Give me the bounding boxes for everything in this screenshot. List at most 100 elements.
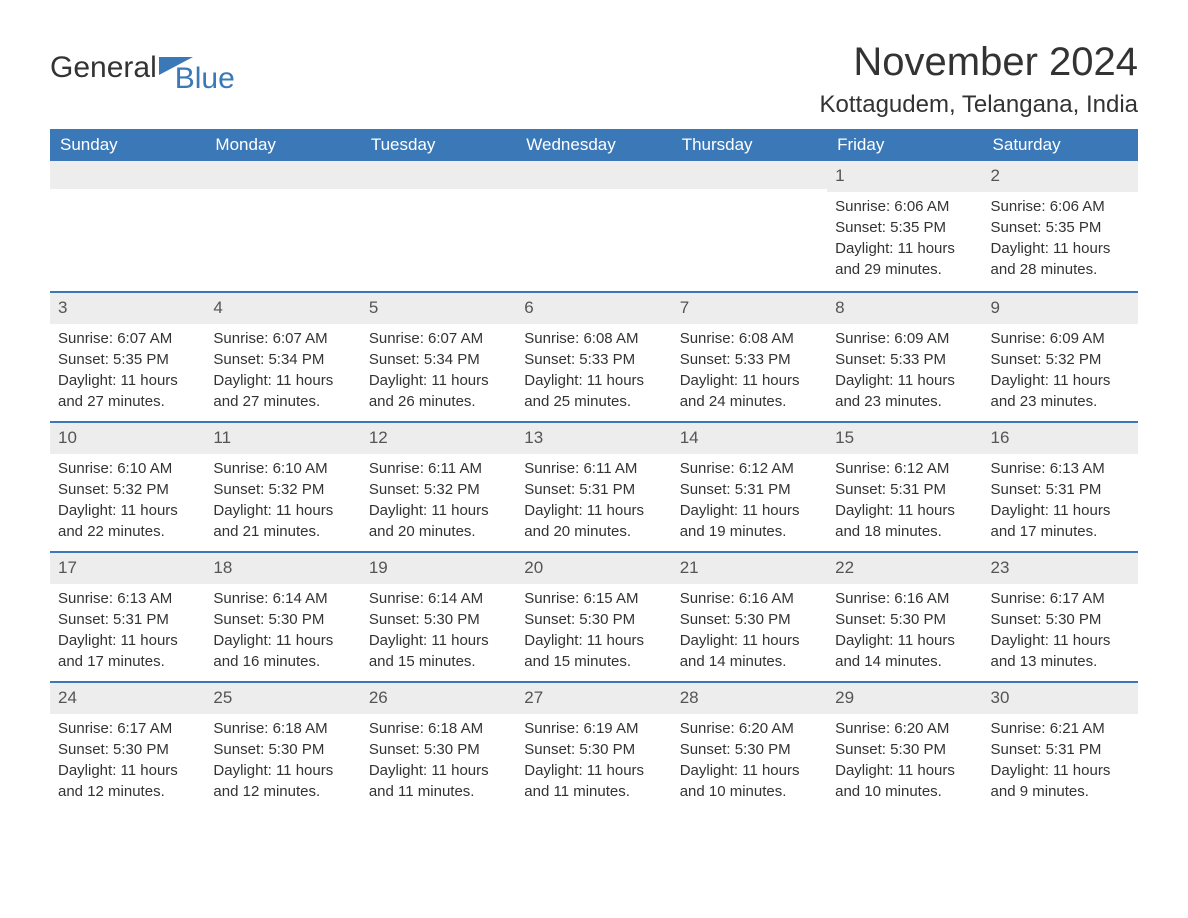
sunrise-text: Sunrise: 6:18 AM xyxy=(213,719,352,739)
sunrise-text: Sunrise: 6:19 AM xyxy=(524,719,663,739)
day-body: Sunrise: 6:10 AMSunset: 5:32 PMDaylight:… xyxy=(205,454,360,551)
day-body: Sunrise: 6:17 AMSunset: 5:30 PMDaylight:… xyxy=(50,714,205,811)
sunrise-text: Sunrise: 6:12 AM xyxy=(680,459,819,479)
daylight-text: Daylight: 11 hours and 26 minutes. xyxy=(369,371,508,412)
daylight-text: Daylight: 11 hours and 19 minutes. xyxy=(680,501,819,542)
empty-cell xyxy=(672,161,827,291)
sunset-text: Sunset: 5:30 PM xyxy=(369,610,508,630)
sunrise-text: Sunrise: 6:17 AM xyxy=(58,719,197,739)
sunset-text: Sunset: 5:30 PM xyxy=(680,610,819,630)
sunset-text: Sunset: 5:30 PM xyxy=(524,610,663,630)
daylight-text: Daylight: 11 hours and 12 minutes. xyxy=(58,761,197,802)
day-cell: 5Sunrise: 6:07 AMSunset: 5:34 PMDaylight… xyxy=(361,293,516,421)
daylight-text: Daylight: 11 hours and 11 minutes. xyxy=(369,761,508,802)
sunset-text: Sunset: 5:33 PM xyxy=(680,350,819,370)
day-body: Sunrise: 6:12 AMSunset: 5:31 PMDaylight:… xyxy=(672,454,827,551)
day-number: 28 xyxy=(672,683,827,714)
sunset-text: Sunset: 5:30 PM xyxy=(369,740,508,760)
day-number: 16 xyxy=(983,423,1138,454)
empty-day-number xyxy=(50,161,205,189)
day-body: Sunrise: 6:12 AMSunset: 5:31 PMDaylight:… xyxy=(827,454,982,551)
calendar: SundayMondayTuesdayWednesdayThursdayFrid… xyxy=(50,129,1138,811)
day-cell: 27Sunrise: 6:19 AMSunset: 5:30 PMDayligh… xyxy=(516,683,671,811)
weeks-container: 1Sunrise: 6:06 AMSunset: 5:35 PMDaylight… xyxy=(50,161,1138,811)
day-cell: 17Sunrise: 6:13 AMSunset: 5:31 PMDayligh… xyxy=(50,553,205,681)
daylight-text: Daylight: 11 hours and 22 minutes. xyxy=(58,501,197,542)
day-number: 18 xyxy=(205,553,360,584)
empty-day-number xyxy=(205,161,360,189)
day-body: Sunrise: 6:13 AMSunset: 5:31 PMDaylight:… xyxy=(983,454,1138,551)
daylight-text: Daylight: 11 hours and 11 minutes. xyxy=(524,761,663,802)
sunrise-text: Sunrise: 6:18 AM xyxy=(369,719,508,739)
weekday-sunday: Sunday xyxy=(50,129,205,161)
day-cell: 24Sunrise: 6:17 AMSunset: 5:30 PMDayligh… xyxy=(50,683,205,811)
day-cell: 30Sunrise: 6:21 AMSunset: 5:31 PMDayligh… xyxy=(983,683,1138,811)
weekday-friday: Friday xyxy=(827,129,982,161)
day-cell: 28Sunrise: 6:20 AMSunset: 5:30 PMDayligh… xyxy=(672,683,827,811)
sunrise-text: Sunrise: 6:11 AM xyxy=(524,459,663,479)
day-cell: 22Sunrise: 6:16 AMSunset: 5:30 PMDayligh… xyxy=(827,553,982,681)
sunset-text: Sunset: 5:31 PM xyxy=(835,480,974,500)
day-cell: 25Sunrise: 6:18 AMSunset: 5:30 PMDayligh… xyxy=(205,683,360,811)
day-number: 7 xyxy=(672,293,827,324)
day-cell: 23Sunrise: 6:17 AMSunset: 5:30 PMDayligh… xyxy=(983,553,1138,681)
empty-cell xyxy=(50,161,205,291)
day-body: Sunrise: 6:14 AMSunset: 5:30 PMDaylight:… xyxy=(205,584,360,681)
day-number: 27 xyxy=(516,683,671,714)
sunset-text: Sunset: 5:31 PM xyxy=(680,480,819,500)
sunrise-text: Sunrise: 6:16 AM xyxy=(680,589,819,609)
logo-text-1: General xyxy=(50,51,157,85)
sunset-text: Sunset: 5:31 PM xyxy=(991,740,1130,760)
day-cell: 15Sunrise: 6:12 AMSunset: 5:31 PMDayligh… xyxy=(827,423,982,551)
sunrise-text: Sunrise: 6:13 AM xyxy=(991,459,1130,479)
sunrise-text: Sunrise: 6:17 AM xyxy=(991,589,1130,609)
day-cell: 14Sunrise: 6:12 AMSunset: 5:31 PMDayligh… xyxy=(672,423,827,551)
daylight-text: Daylight: 11 hours and 15 minutes. xyxy=(369,631,508,672)
sunset-text: Sunset: 5:33 PM xyxy=(524,350,663,370)
day-number: 17 xyxy=(50,553,205,584)
day-number: 12 xyxy=(361,423,516,454)
empty-day-number xyxy=(672,161,827,189)
sunrise-text: Sunrise: 6:07 AM xyxy=(58,329,197,349)
daylight-text: Daylight: 11 hours and 15 minutes. xyxy=(524,631,663,672)
sunrise-text: Sunrise: 6:07 AM xyxy=(213,329,352,349)
daylight-text: Daylight: 11 hours and 28 minutes. xyxy=(991,239,1130,280)
day-body: Sunrise: 6:10 AMSunset: 5:32 PMDaylight:… xyxy=(50,454,205,551)
daylight-text: Daylight: 11 hours and 17 minutes. xyxy=(58,631,197,672)
sunrise-text: Sunrise: 6:14 AM xyxy=(213,589,352,609)
logo-text-2: Blue xyxy=(175,62,235,96)
day-number: 11 xyxy=(205,423,360,454)
day-number: 14 xyxy=(672,423,827,454)
daylight-text: Daylight: 11 hours and 16 minutes. xyxy=(213,631,352,672)
sunset-text: Sunset: 5:32 PM xyxy=(213,480,352,500)
day-cell: 6Sunrise: 6:08 AMSunset: 5:33 PMDaylight… xyxy=(516,293,671,421)
day-body: Sunrise: 6:07 AMSunset: 5:34 PMDaylight:… xyxy=(361,324,516,421)
daylight-text: Daylight: 11 hours and 23 minutes. xyxy=(835,371,974,412)
day-cell: 3Sunrise: 6:07 AMSunset: 5:35 PMDaylight… xyxy=(50,293,205,421)
day-body: Sunrise: 6:11 AMSunset: 5:32 PMDaylight:… xyxy=(361,454,516,551)
day-cell: 10Sunrise: 6:10 AMSunset: 5:32 PMDayligh… xyxy=(50,423,205,551)
weekday-header-row: SundayMondayTuesdayWednesdayThursdayFrid… xyxy=(50,129,1138,161)
empty-cell xyxy=(516,161,671,291)
day-body: Sunrise: 6:18 AMSunset: 5:30 PMDaylight:… xyxy=(205,714,360,811)
sunrise-text: Sunrise: 6:16 AM xyxy=(835,589,974,609)
day-body: Sunrise: 6:13 AMSunset: 5:31 PMDaylight:… xyxy=(50,584,205,681)
day-body: Sunrise: 6:15 AMSunset: 5:30 PMDaylight:… xyxy=(516,584,671,681)
day-body: Sunrise: 6:18 AMSunset: 5:30 PMDaylight:… xyxy=(361,714,516,811)
sunrise-text: Sunrise: 6:21 AM xyxy=(991,719,1130,739)
sunrise-text: Sunrise: 6:13 AM xyxy=(58,589,197,609)
sunset-text: Sunset: 5:30 PM xyxy=(835,740,974,760)
week-row: 10Sunrise: 6:10 AMSunset: 5:32 PMDayligh… xyxy=(50,421,1138,551)
day-cell: 13Sunrise: 6:11 AMSunset: 5:31 PMDayligh… xyxy=(516,423,671,551)
daylight-text: Daylight: 11 hours and 17 minutes. xyxy=(991,501,1130,542)
daylight-text: Daylight: 11 hours and 9 minutes. xyxy=(991,761,1130,802)
month-title: November 2024 xyxy=(820,40,1138,85)
day-number: 6 xyxy=(516,293,671,324)
sunrise-text: Sunrise: 6:08 AM xyxy=(680,329,819,349)
day-number: 13 xyxy=(516,423,671,454)
week-row: 24Sunrise: 6:17 AMSunset: 5:30 PMDayligh… xyxy=(50,681,1138,811)
day-cell: 1Sunrise: 6:06 AMSunset: 5:35 PMDaylight… xyxy=(827,161,982,291)
sunset-text: Sunset: 5:32 PM xyxy=(58,480,197,500)
sunrise-text: Sunrise: 6:07 AM xyxy=(369,329,508,349)
daylight-text: Daylight: 11 hours and 27 minutes. xyxy=(58,371,197,412)
